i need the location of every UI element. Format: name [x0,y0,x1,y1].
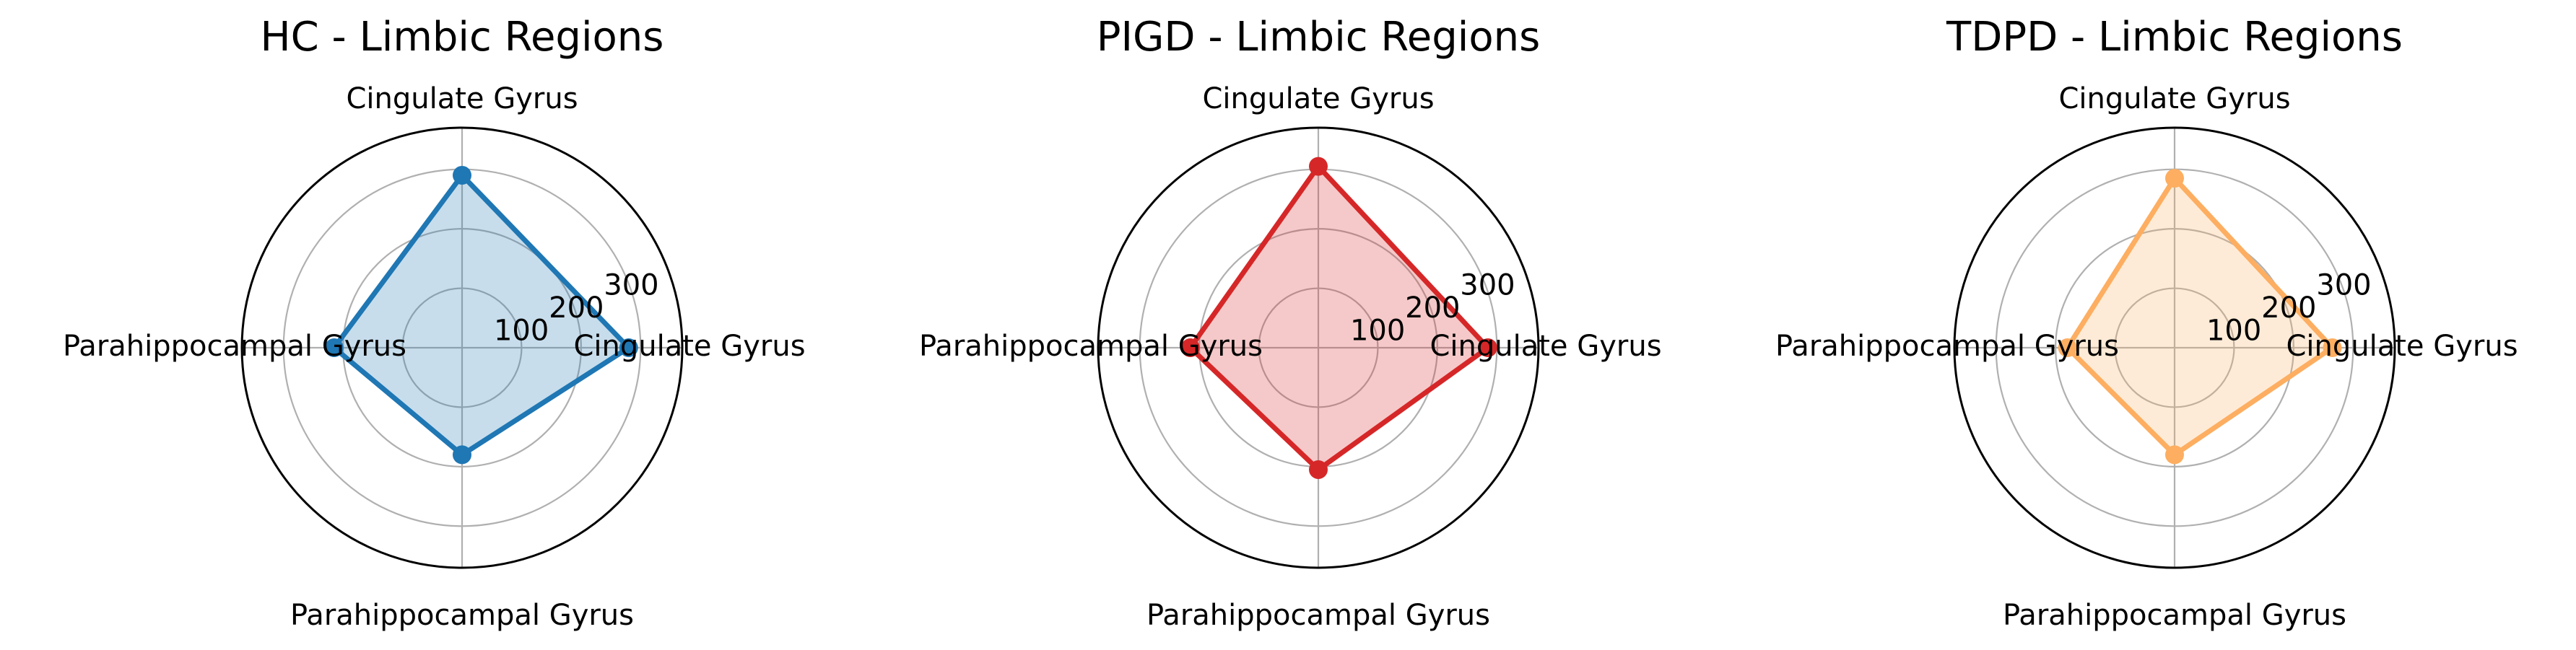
radial-tick-label: 300 [2316,268,2371,302]
series-fill [1190,166,1488,470]
axis-label: Cingulate Gyrus [2058,82,2290,115]
radial-tick-label: 100 [1350,314,1405,347]
data-point [1309,460,1328,479]
data-point [453,165,471,185]
radial-tick-label: 100 [494,314,549,347]
data-point [2165,445,2184,465]
data-point [619,338,638,357]
axis-label: Parahippocampal Gyrus [919,330,1263,363]
axis-label: Cingulate Gyrus [573,330,805,363]
data-point [1180,338,1200,357]
axis-label: Cingulate Gyrus [346,82,578,115]
axis-label: Cingulate Gyrus [2286,330,2518,363]
axis-label: Parahippocampal Gyrus [1146,599,1490,632]
radial-tick-label: 200 [2261,291,2316,325]
chart-title: HC - Limbic Regions [261,14,664,61]
chart-title: PIGD - Limbic Regions [1097,14,1541,61]
data-point [324,338,344,357]
radial-tick-label: 300 [604,268,658,302]
axis-label: Cingulate Gyrus [1202,82,1434,115]
data-point [453,445,471,465]
data-point [1309,157,1328,176]
chart-title: TDPD - Limbic Regions [1946,14,2403,61]
data-point [2323,338,2342,357]
series-fill [334,175,629,455]
polar-frame [240,126,684,569]
data-point [2165,169,2184,188]
data-point [2058,338,2077,357]
radial-tick-label: 200 [549,291,604,325]
polar-frame [1097,126,1540,569]
axis-label: Parahippocampal Gyrus [2003,599,2346,632]
axis-label: Cingulate Gyrus [1430,330,1661,363]
radial-tick-label: 300 [1460,268,1515,302]
data-point [1478,338,1497,357]
axis-label: Parahippocampal Gyrus [1775,330,2119,363]
axis-label: Parahippocampal Gyrus [290,599,634,632]
radial-tick-label: 200 [1405,291,1460,325]
axis-label: Parahippocampal Gyrus [63,330,406,363]
polar-frame [1953,126,2396,569]
radial-tick-label: 100 [2206,314,2261,347]
